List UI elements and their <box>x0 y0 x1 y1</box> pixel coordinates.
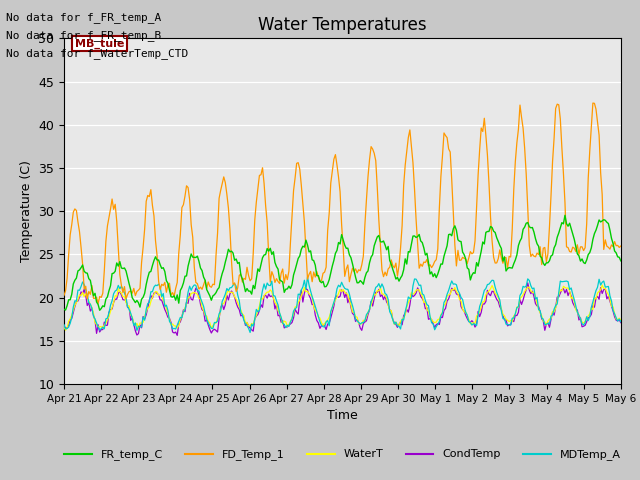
Y-axis label: Temperature (C): Temperature (C) <box>20 160 33 262</box>
Title: Water Temperatures: Water Temperatures <box>258 16 427 34</box>
X-axis label: Time: Time <box>327 409 358 422</box>
Text: No data for f_WaterTemp_CTD: No data for f_WaterTemp_CTD <box>6 48 189 60</box>
Legend: FR_temp_C, FD_Temp_1, WaterT, CondTemp, MDTemp_A: FR_temp_C, FD_Temp_1, WaterT, CondTemp, … <box>60 445 625 465</box>
Text: No data for f_FR_temp_B: No data for f_FR_temp_B <box>6 30 162 41</box>
Text: No data for f_FR_temp_A: No data for f_FR_temp_A <box>6 12 162 23</box>
Text: MB_tule: MB_tule <box>75 38 125 48</box>
